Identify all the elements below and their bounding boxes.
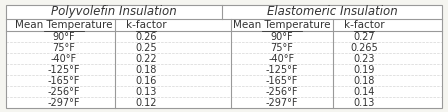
Text: 0.14: 0.14 [353, 87, 375, 97]
Text: Mean Temperature: Mean Temperature [15, 20, 112, 30]
Text: -256°F: -256°F [266, 87, 298, 97]
Text: -165°F: -165°F [266, 76, 298, 86]
Text: -297°F: -297°F [47, 98, 80, 108]
Text: 0.19: 0.19 [353, 65, 375, 75]
Text: 0.26: 0.26 [135, 32, 157, 42]
Text: 0.18: 0.18 [353, 76, 375, 86]
Text: -125°F: -125°F [47, 65, 80, 75]
Text: 0.27: 0.27 [353, 32, 375, 42]
Text: 0.16: 0.16 [135, 76, 157, 86]
Text: 90°F: 90°F [271, 32, 293, 42]
Text: 75°F: 75°F [271, 43, 293, 53]
Text: 0.13: 0.13 [135, 87, 157, 97]
Text: 90°F: 90°F [52, 32, 75, 42]
Text: 0.265: 0.265 [350, 43, 378, 53]
Text: 0.18: 0.18 [135, 65, 157, 75]
Text: k-factor: k-factor [126, 20, 167, 30]
Text: 0.25: 0.25 [135, 43, 157, 53]
Text: 0.22: 0.22 [135, 54, 157, 64]
Text: -125°F: -125°F [266, 65, 298, 75]
Text: k-factor: k-factor [344, 20, 384, 30]
Text: -165°F: -165°F [47, 76, 80, 86]
Text: Elastomeric Insulation: Elastomeric Insulation [267, 5, 397, 18]
Text: Polyvolefin Insulation: Polyvolefin Insulation [51, 5, 177, 18]
Text: Mean Temperature: Mean Temperature [233, 20, 331, 30]
Text: -256°F: -256°F [47, 87, 80, 97]
Text: 0.13: 0.13 [353, 98, 375, 108]
Text: -40°F: -40°F [51, 54, 77, 64]
Text: -40°F: -40°F [269, 54, 295, 64]
Text: 0.23: 0.23 [353, 54, 375, 64]
Text: 0.12: 0.12 [135, 98, 157, 108]
Text: -297°F: -297°F [266, 98, 298, 108]
Text: 75°F: 75°F [52, 43, 75, 53]
